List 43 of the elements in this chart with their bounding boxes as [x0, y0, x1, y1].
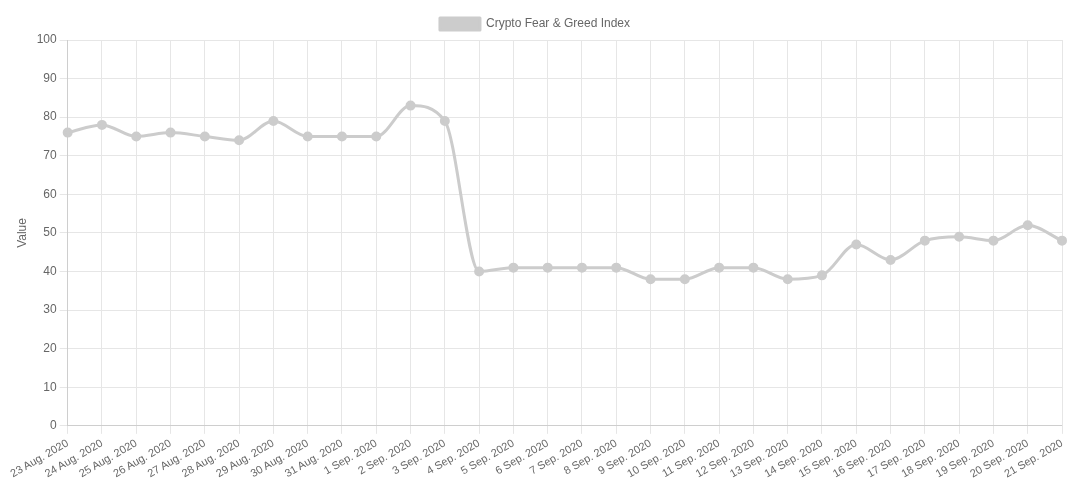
- point: [714, 262, 725, 273]
- point: [474, 266, 485, 277]
- point: [302, 131, 313, 142]
- point: [1022, 220, 1033, 231]
- y-tick-label: 70: [43, 148, 57, 163]
- point: [851, 239, 862, 250]
- point: [1057, 235, 1067, 246]
- point: [371, 131, 382, 142]
- point: [405, 100, 416, 111]
- y-tick-label: 60: [43, 186, 57, 201]
- point: [885, 254, 896, 265]
- point: [816, 270, 827, 281]
- point: [645, 274, 656, 285]
- point: [954, 231, 965, 242]
- point: [542, 262, 553, 273]
- point: [748, 262, 759, 273]
- point: [576, 262, 587, 273]
- y-tick-label: 20: [43, 340, 57, 355]
- y-tick-label: 100: [36, 32, 57, 47]
- point: [96, 119, 107, 130]
- point: [679, 274, 690, 285]
- point: [782, 274, 793, 285]
- point: [165, 127, 176, 138]
- y-tick-label: 90: [43, 70, 57, 85]
- point: [234, 135, 245, 146]
- y-tick-label: 10: [43, 379, 57, 394]
- y-axis-title: Value: [14, 217, 29, 248]
- point: [919, 235, 930, 246]
- point: [62, 127, 73, 138]
- point: [508, 262, 519, 273]
- point: [611, 262, 622, 273]
- point: [336, 131, 347, 142]
- point: [199, 131, 210, 142]
- y-tick-label: 40: [43, 263, 57, 278]
- y-tick-label: 80: [43, 109, 57, 124]
- point: [439, 116, 450, 127]
- point: [268, 116, 279, 127]
- point: [131, 131, 142, 142]
- y-tick-label: 30: [43, 302, 57, 317]
- y-tick-label: 50: [43, 225, 57, 240]
- point: [988, 235, 999, 246]
- legend-label: Crypto Fear & Greed Index: [485, 16, 631, 31]
- y-tick-label: 0: [49, 418, 57, 433]
